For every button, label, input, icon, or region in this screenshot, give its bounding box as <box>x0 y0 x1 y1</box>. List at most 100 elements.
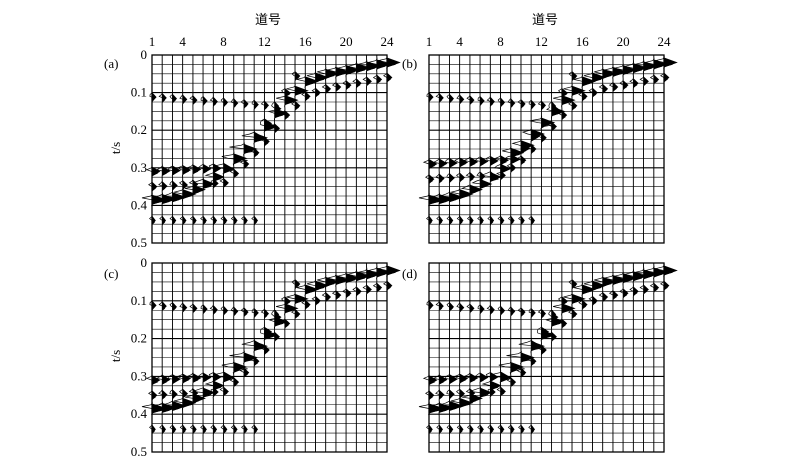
wavelet-fill <box>459 373 469 384</box>
y-axis-title: t/s <box>108 142 123 154</box>
wavelet-fill <box>439 374 448 385</box>
wavelet-fill <box>315 295 321 306</box>
seismic-trace <box>573 55 591 243</box>
wavelet-fill <box>480 95 485 106</box>
seismic-trace <box>296 55 314 243</box>
wavelet-fill <box>264 136 270 147</box>
panel-label: (d) <box>402 266 417 281</box>
wavelet-fill <box>459 302 465 313</box>
wavelet-fill <box>356 78 362 89</box>
wavelet-fill <box>500 424 505 435</box>
wavelet-fill <box>325 276 340 287</box>
wavelet-fill <box>213 304 218 315</box>
wavelet-fill <box>172 400 187 411</box>
wavelet-fill <box>623 273 637 284</box>
wavelet-fill <box>305 299 311 310</box>
y-tick-label: 0.2 <box>131 122 147 137</box>
panel-c: 0 0.1 0.2 0.3 0.4 0.5 t/s (c) <box>104 255 401 459</box>
wavelet-fill <box>152 300 157 311</box>
y-tick-label: 0.3 <box>131 160 147 175</box>
wavelet-fill <box>459 94 465 105</box>
wavelet-fill <box>284 110 291 121</box>
wavelet-fill <box>449 301 454 312</box>
wavelet-fill <box>254 341 268 352</box>
wavelet-fill <box>500 371 509 382</box>
wavelet-fill <box>510 147 525 158</box>
wavelet-fill <box>643 76 649 87</box>
seismic-trace <box>357 263 376 452</box>
wavelet-fill <box>387 280 393 291</box>
wavelet-fill <box>172 424 177 435</box>
wavelet-fill <box>582 91 588 102</box>
x-tick-label: 12 <box>535 34 548 49</box>
seismic-trace <box>378 262 396 452</box>
seismic-trace <box>259 55 275 243</box>
wavelet-fill <box>192 95 198 106</box>
wavelet-fill <box>172 389 178 400</box>
wavelet-fill <box>152 215 156 226</box>
wavelet-fill <box>223 305 229 316</box>
wavelet-fill <box>551 101 557 112</box>
wavelet-fill <box>243 367 250 378</box>
wavelet-fill <box>643 61 658 72</box>
seismic-trace <box>214 55 235 243</box>
seismic-trace <box>418 263 440 452</box>
seismic-trace <box>498 263 525 452</box>
panel-b: 1 4 8 12 16 20 24 (b) <box>402 34 678 244</box>
wavelet-fill <box>223 177 229 188</box>
wavelet-fill <box>459 215 464 226</box>
wavelet-fill <box>633 63 648 74</box>
wavelet-fill <box>520 215 525 226</box>
wavelet-fill <box>602 292 609 303</box>
wavelet-fill <box>172 374 181 385</box>
wavelet-fill <box>572 293 586 304</box>
seismic-trace <box>378 54 396 243</box>
wavelet-fill <box>439 215 443 226</box>
wavelet-fill <box>449 192 464 203</box>
wavelet-fill <box>203 95 208 106</box>
seismic-trace <box>368 55 386 243</box>
seismic-trace <box>152 55 170 243</box>
wavelet-fill <box>449 93 454 104</box>
seismic-trace <box>440 263 457 452</box>
wavelet-fill <box>520 424 525 435</box>
wavelet-fill <box>449 374 458 385</box>
wavelet-fill <box>551 121 557 132</box>
wavelet-fill <box>612 275 627 286</box>
wavelet-fill <box>295 309 301 320</box>
seismic-trace <box>481 263 499 452</box>
x-axis-title-right: 道号 <box>532 12 558 27</box>
seismic-trace <box>469 263 489 452</box>
wavelet-fill <box>213 178 219 189</box>
wavelet-fill <box>346 273 360 284</box>
wavelet-fill <box>429 92 434 103</box>
wavelet-fill <box>254 356 260 367</box>
wavelet-fill <box>305 76 320 87</box>
seismic-trace <box>655 54 673 243</box>
y-tick-label: 0.3 <box>131 368 147 383</box>
seismic-trace <box>480 55 499 243</box>
wavelet-fill <box>162 374 171 385</box>
wavelet-fill <box>592 87 598 98</box>
seismic-trace <box>645 55 663 243</box>
wavelet-fill <box>223 386 229 397</box>
wavelet-fill <box>152 424 156 435</box>
wavelet-fill <box>602 276 617 287</box>
wavelet-fill <box>500 97 506 108</box>
seismic-trace <box>317 263 335 452</box>
seismic-trace <box>163 263 180 452</box>
wavelet-fill <box>366 269 381 280</box>
seismic-trace <box>368 263 386 452</box>
wavelet-fill <box>254 147 260 158</box>
wavelet-fill <box>182 215 187 226</box>
x-tick-label: 12 <box>258 34 271 49</box>
seismic-trace <box>173 263 192 452</box>
wavelet-fill <box>429 300 434 311</box>
wavelet-fill <box>653 74 660 85</box>
wavelet-fill <box>429 390 435 401</box>
x-tick-label: 24 <box>658 34 672 49</box>
x-tick-label: 20 <box>617 34 630 49</box>
x-tick-label: 16 <box>576 34 590 49</box>
wavelet-fill <box>203 178 216 189</box>
wavelet-fill <box>449 389 455 400</box>
